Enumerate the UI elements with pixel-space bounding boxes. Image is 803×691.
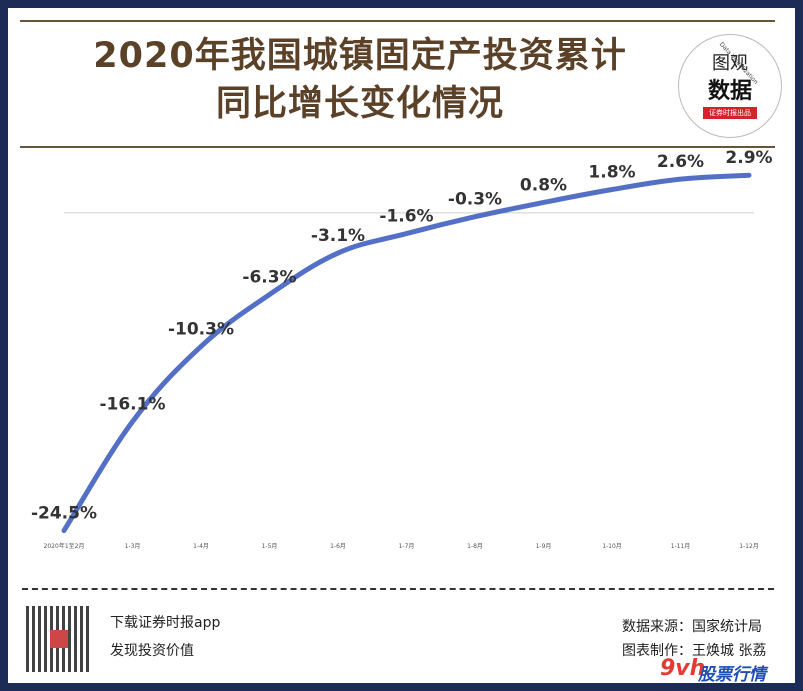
x-tick-label-10: 1-12月 <box>739 543 759 550</box>
footer-app-text: 下载证券时报app <box>110 615 221 631</box>
x-tick-label-2: 1-4月 <box>193 543 209 550</box>
qr-code-icon <box>26 606 92 672</box>
data-point-8 <box>610 188 614 191</box>
data-point-4 <box>336 251 340 255</box>
x-tick-label-4: 1-6月 <box>330 543 346 550</box>
data-label-5: -1.6% <box>379 207 433 227</box>
data-point-9 <box>679 177 682 181</box>
data-label-10: 2.9% <box>725 148 772 168</box>
chart-title-line2: 同比增长变化情况 <box>215 84 504 124</box>
data-point-7 <box>542 200 545 204</box>
data-point-0 <box>62 529 66 533</box>
logo-line2: 数据 <box>707 79 752 104</box>
logo-line1: 图观 <box>712 53 748 74</box>
x-tick-label-3: 1-5月 <box>262 543 278 550</box>
watermark-number: 9vh <box>660 656 706 681</box>
footer-credit: 图表制作：王焕城 张荔 <box>622 643 767 659</box>
top-rule <box>20 20 775 22</box>
x-tick-label-6: 1-8月 <box>467 543 483 550</box>
logo-line3: 证券时报出品 <box>703 107 757 119</box>
brand-logo: 图观 数据 证券时报出品 Data Visualization <box>678 34 782 138</box>
line-chart: -24.5% 2020年1至2月 -16.1% 1-3月 -10.3% 1-4月 -6.3%… <box>31 148 773 550</box>
data-label-0: -24.5% <box>31 504 97 524</box>
data-label-3: -6.3% <box>242 268 296 288</box>
data-label-9: 2.6% <box>657 152 704 172</box>
x-tick-label-9: 1-11月 <box>671 543 691 550</box>
data-point-5 <box>405 232 408 236</box>
data-point-2 <box>199 344 203 348</box>
footer-slogan: 发现投资价值 <box>110 643 194 659</box>
chart-card: 2020年我国城镇固定产投资累计 同比增长变化情况 图观 数据 证券时报出品 D… <box>8 8 795 685</box>
data-label-7: 0.8% <box>520 175 567 195</box>
series-line <box>61 172 752 534</box>
x-tick-label-0: 2020年1至2月 <box>44 542 85 550</box>
title-rule <box>20 146 775 148</box>
data-point-6 <box>473 215 477 219</box>
data-point-10 <box>747 173 751 177</box>
data-label-1: -16.1% <box>99 395 165 415</box>
data-label-4: -3.1% <box>311 226 365 246</box>
data-label-6: -0.3% <box>448 190 502 210</box>
chart-title-line1: 2020年我国城镇固定产投资累计 <box>93 36 627 76</box>
data-point-3 <box>268 293 271 297</box>
data-label-8: 1.8% <box>588 163 635 183</box>
x-tick-label-5: 1-7月 <box>399 543 415 550</box>
footer-divider <box>22 588 774 590</box>
data-label-2: -10.3% <box>168 319 234 339</box>
x-tick-label-1: 1-3月 <box>125 543 141 550</box>
x-tick-label-8: 1-10月 <box>602 543 622 550</box>
x-tick-label-7: 1-9月 <box>536 543 552 550</box>
watermark-text: 股票行情 <box>698 665 766 685</box>
data-point-1 <box>131 420 134 424</box>
footer-source: 数据来源：国家统计局 <box>622 619 762 635</box>
